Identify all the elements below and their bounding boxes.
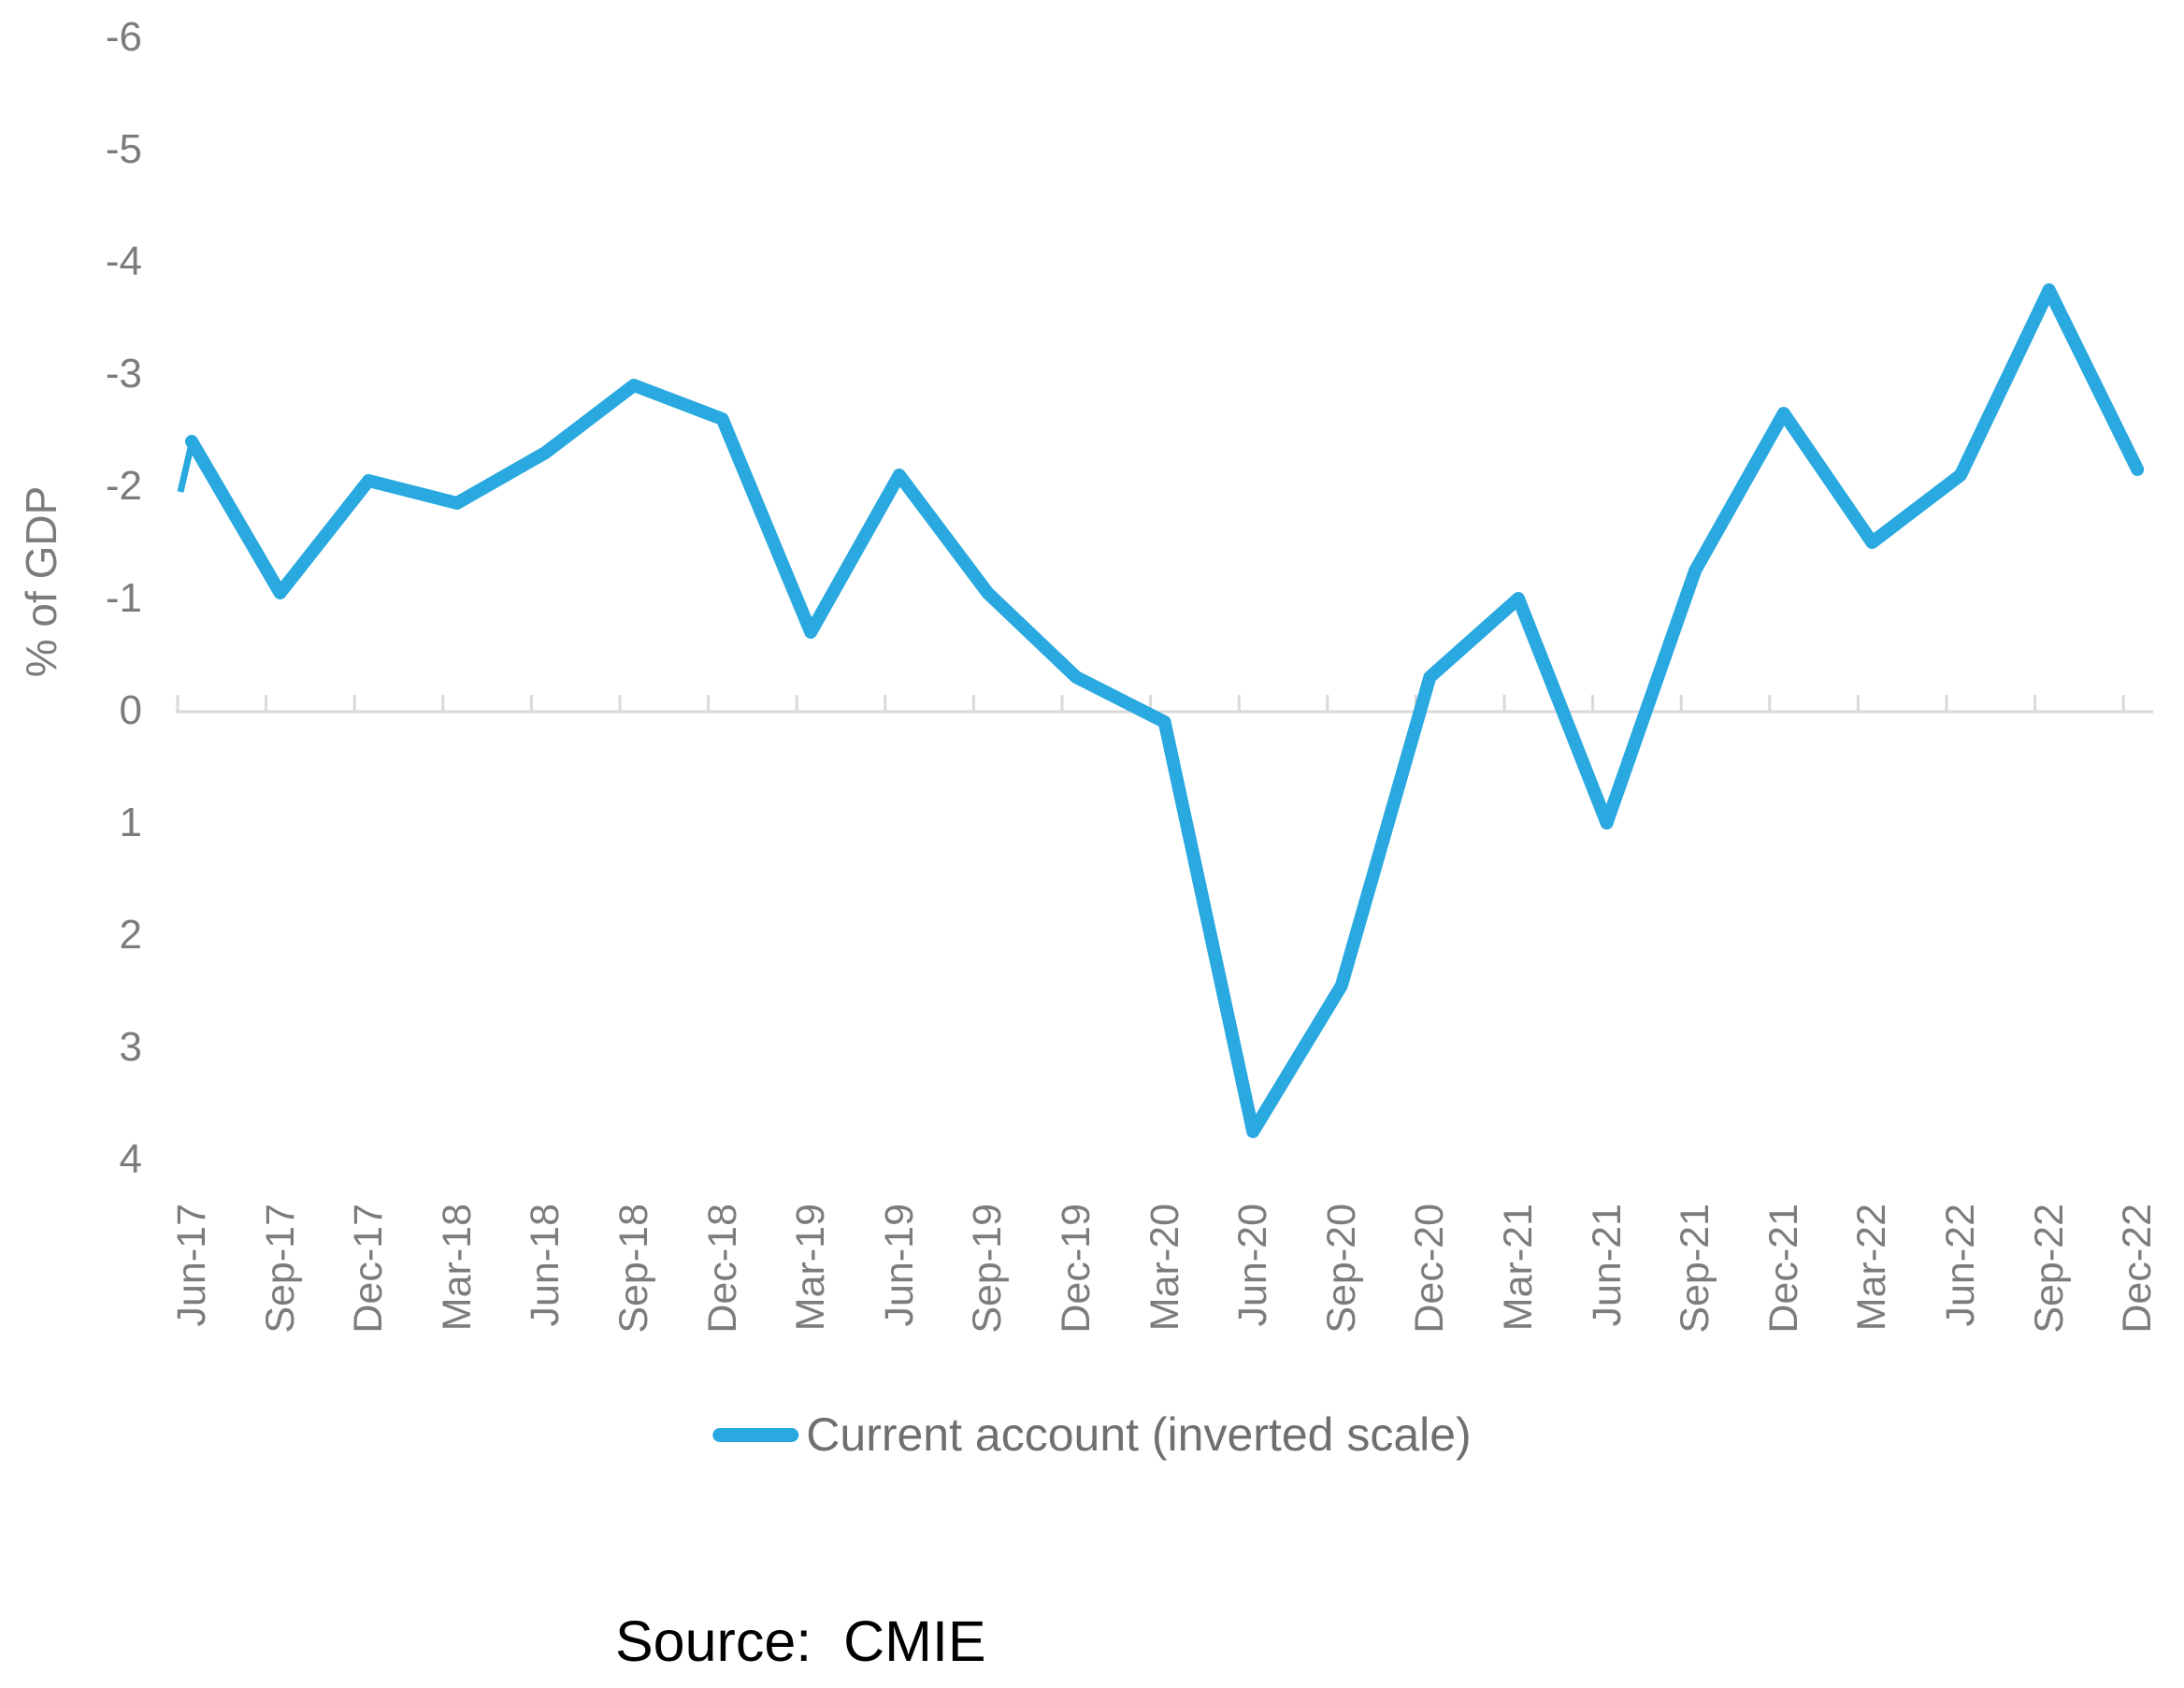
x-axis-label: Sep-17 bbox=[257, 1204, 303, 1334]
x-axis-label: Jun-17 bbox=[169, 1204, 214, 1327]
x-axis-label: Mar-22 bbox=[1849, 1204, 1895, 1332]
y-tick-label: -4 bbox=[105, 238, 142, 284]
x-axis-label: Jun-22 bbox=[1938, 1204, 1983, 1327]
y-tick-label: -5 bbox=[105, 126, 142, 172]
x-axis-label: Sep-19 bbox=[965, 1204, 1011, 1334]
x-axis-label: Dec-17 bbox=[346, 1204, 392, 1334]
x-axis-label: Dec-22 bbox=[2115, 1204, 2161, 1334]
x-axis-label: Jun-18 bbox=[523, 1204, 568, 1327]
y-tick-label: 4 bbox=[119, 1136, 142, 1182]
x-axis-label: Dec-18 bbox=[699, 1204, 745, 1334]
x-axis-label: Sep-18 bbox=[611, 1204, 656, 1334]
x-axis-label: Dec-19 bbox=[1054, 1204, 1099, 1334]
y-axis-title: % of GDP bbox=[17, 485, 65, 678]
y-tick-label: -1 bbox=[105, 575, 142, 621]
x-axis-label: Sep-21 bbox=[1673, 1204, 1718, 1334]
legend: Current account (inverted scale) bbox=[712, 1405, 1472, 1464]
source-note: Source: CMIE bbox=[615, 1609, 986, 1673]
x-axis-label: Sep-22 bbox=[2026, 1204, 2072, 1334]
x-axis-label: Jun-19 bbox=[876, 1204, 922, 1327]
y-tick-label: -2 bbox=[105, 463, 142, 509]
y-tick-label: 0 bbox=[119, 687, 142, 733]
x-axis-label: Jun-20 bbox=[1230, 1204, 1276, 1327]
x-axis-label: Dec-21 bbox=[1760, 1204, 1806, 1334]
x-axis-label: Sep-20 bbox=[1318, 1204, 1364, 1334]
series-line-current-account bbox=[185, 283, 2145, 1138]
series-lead-in bbox=[177, 442, 195, 493]
x-axis-label: Mar-21 bbox=[1496, 1204, 1541, 1332]
legend-line-swatch bbox=[712, 1427, 799, 1442]
x-axis-label: Mar-20 bbox=[1142, 1204, 1187, 1332]
y-tick-label: 2 bbox=[119, 912, 142, 958]
y-tick-label: 1 bbox=[119, 800, 142, 845]
y-tick-label: -6 bbox=[105, 14, 142, 60]
x-axis-label: Jun-21 bbox=[1584, 1204, 1630, 1327]
legend-label: Current account (inverted scale) bbox=[806, 1408, 1472, 1461]
x-axis-label: Mar-18 bbox=[434, 1204, 480, 1332]
x-axis-label: Mar-19 bbox=[788, 1204, 834, 1332]
x-axis-label: Dec-20 bbox=[1407, 1204, 1453, 1334]
y-tick-label: -3 bbox=[105, 351, 142, 397]
y-tick-label: 3 bbox=[119, 1024, 142, 1070]
